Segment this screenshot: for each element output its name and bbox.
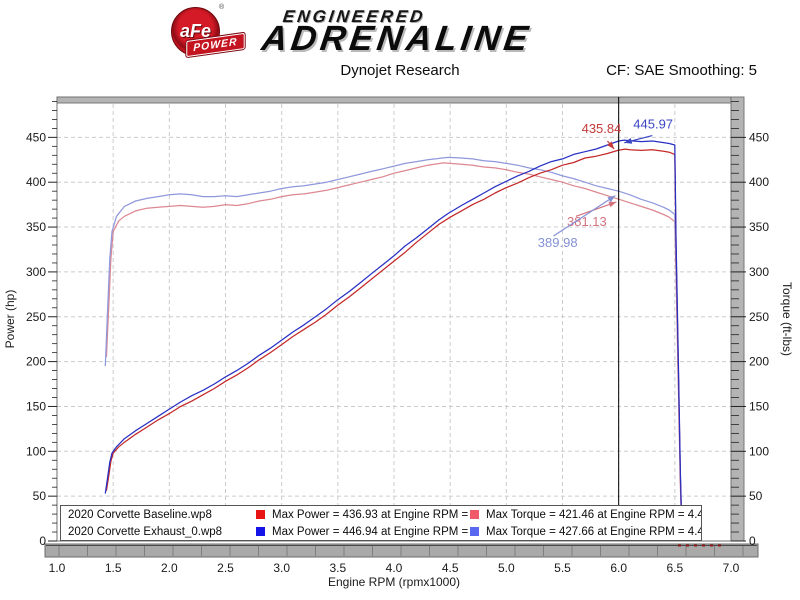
legend-row-baseline: 2020 Corvette Baseline.wp8 Max Power = 4… bbox=[61, 507, 701, 523]
registered-trademark-icon: ® bbox=[219, 4, 225, 11]
left-y-tick-label: 400 bbox=[26, 175, 46, 189]
power-color-swatch bbox=[256, 527, 265, 536]
left-y-tick-label: 100 bbox=[26, 444, 46, 458]
left-y-tick-label: 250 bbox=[26, 310, 46, 324]
left-y-tick-label: 200 bbox=[26, 355, 46, 369]
annotation-arrow-line bbox=[553, 195, 616, 237]
brand-adrenaline-text: ADRENALINE bbox=[259, 19, 535, 58]
annotation-value-label: 435.84 bbox=[582, 121, 622, 136]
left-y-tick-label: 0 bbox=[39, 534, 46, 548]
x-tick-label: 3.0 bbox=[273, 561, 290, 575]
right-y-tick-label: 450 bbox=[749, 130, 769, 144]
series-exhaust-torque bbox=[104, 156, 683, 524]
x-tick-label: 5.5 bbox=[554, 561, 571, 575]
series-baseline-power bbox=[105, 148, 683, 524]
x-tick-label: 2.5 bbox=[217, 561, 234, 575]
x-tick-label: 5.0 bbox=[498, 561, 515, 575]
legend-max-power: Max Power = 446.94 at Engine RPM = 6.05 bbox=[272, 525, 470, 538]
right-scrollbar[interactable] bbox=[730, 96, 745, 542]
right-y-tick-label: 100 bbox=[749, 444, 769, 458]
legend-run-name[interactable]: 2020 Corvette Exhaust_0.wp8 bbox=[68, 525, 223, 538]
correction-factor-label: CF: SAE Smoothing: 5 bbox=[606, 62, 757, 79]
annotation-power-baseline-at-cursor bbox=[606, 140, 615, 150]
annotation-torque-baseline-at-cursor bbox=[575, 201, 617, 217]
power-color-swatch bbox=[256, 510, 265, 519]
x-tick-label: 2.0 bbox=[161, 561, 178, 575]
annotation-arrowhead-icon bbox=[624, 138, 633, 144]
annotation-torque-exhaust-at-cursor bbox=[553, 195, 616, 237]
right-y-tick-label: 200 bbox=[749, 355, 769, 369]
legend-max-power: Max Power = 436.93 at Engine RPM = 6.06 bbox=[272, 508, 470, 521]
x-axis-title: Engine RPM (rpmx1000) bbox=[328, 575, 460, 589]
x-tick-label: 1.0 bbox=[49, 561, 66, 575]
annotation-value-label: 389.98 bbox=[538, 235, 578, 250]
left-y-tick-label: 350 bbox=[26, 220, 46, 234]
x-tick-label: 7.0 bbox=[723, 561, 740, 575]
right-y-tick-label: 250 bbox=[749, 310, 769, 324]
x-tick-label: 6.0 bbox=[610, 561, 627, 575]
series-baseline-torque bbox=[105, 162, 683, 528]
right-y-tick-label: 400 bbox=[749, 175, 769, 189]
x-tick-label: 6.5 bbox=[666, 561, 683, 575]
annotation-power-exhaust-at-cursor bbox=[624, 134, 653, 144]
torque-color-swatch bbox=[470, 527, 479, 536]
legend-max-torque: Max Torque = 421.46 at Engine RPM = 4.44 bbox=[486, 508, 701, 521]
left-y-tick-label: 300 bbox=[26, 265, 46, 279]
bottom-scrollbar[interactable] bbox=[44, 543, 759, 558]
x-tick-label: 1.5 bbox=[105, 561, 122, 575]
annotation-arrowhead-icon bbox=[607, 195, 616, 203]
right-y-tick-label: 350 bbox=[749, 220, 769, 234]
left-y-tick-label: 150 bbox=[26, 399, 46, 413]
legend-max-torque: Max Torque = 427.66 at Engine RPM = 4.48 bbox=[486, 525, 701, 538]
legend-run-name[interactable]: 2020 Corvette Baseline.wp8 bbox=[68, 508, 212, 521]
left-y-tick-label: 50 bbox=[33, 489, 47, 503]
right-y-tick-label: 50 bbox=[749, 489, 763, 503]
right-y-tick-label: 300 bbox=[749, 265, 769, 279]
annotation-arrowhead-icon bbox=[607, 141, 615, 150]
torque-color-swatch bbox=[470, 510, 479, 519]
series-exhaust-power bbox=[104, 139, 683, 519]
top-scrollbar[interactable] bbox=[56, 96, 745, 104]
right-y-tick-label: 150 bbox=[749, 399, 769, 413]
right-y-tick-label: 0 bbox=[749, 534, 756, 548]
left-axis-title: Power (hp) bbox=[3, 290, 17, 349]
annotation-value-label: 445.97 bbox=[633, 116, 673, 131]
legend-row-exhaust: 2020 Corvette Exhaust_0.wp8 Max Power = … bbox=[61, 524, 701, 540]
dyno-software-title: Dynojet Research bbox=[340, 62, 460, 79]
plot-frame bbox=[56, 96, 732, 542]
afe-logo-text: aFe bbox=[179, 21, 212, 41]
right-axis-title: Torque (ft-lbs) bbox=[780, 282, 794, 356]
annotation-value-label: 381.13 bbox=[567, 214, 607, 229]
annotation-arrowhead-icon bbox=[608, 201, 617, 208]
axis-ticks bbox=[48, 101, 746, 542]
x-tick-label: 4.5 bbox=[442, 561, 459, 575]
left-y-tick-label: 450 bbox=[26, 130, 46, 144]
x-tick-label: 3.5 bbox=[329, 561, 346, 575]
legend: 2020 Corvette Baseline.wp8 Max Power = 4… bbox=[60, 505, 702, 541]
x-tick-label: 4.0 bbox=[386, 561, 403, 575]
